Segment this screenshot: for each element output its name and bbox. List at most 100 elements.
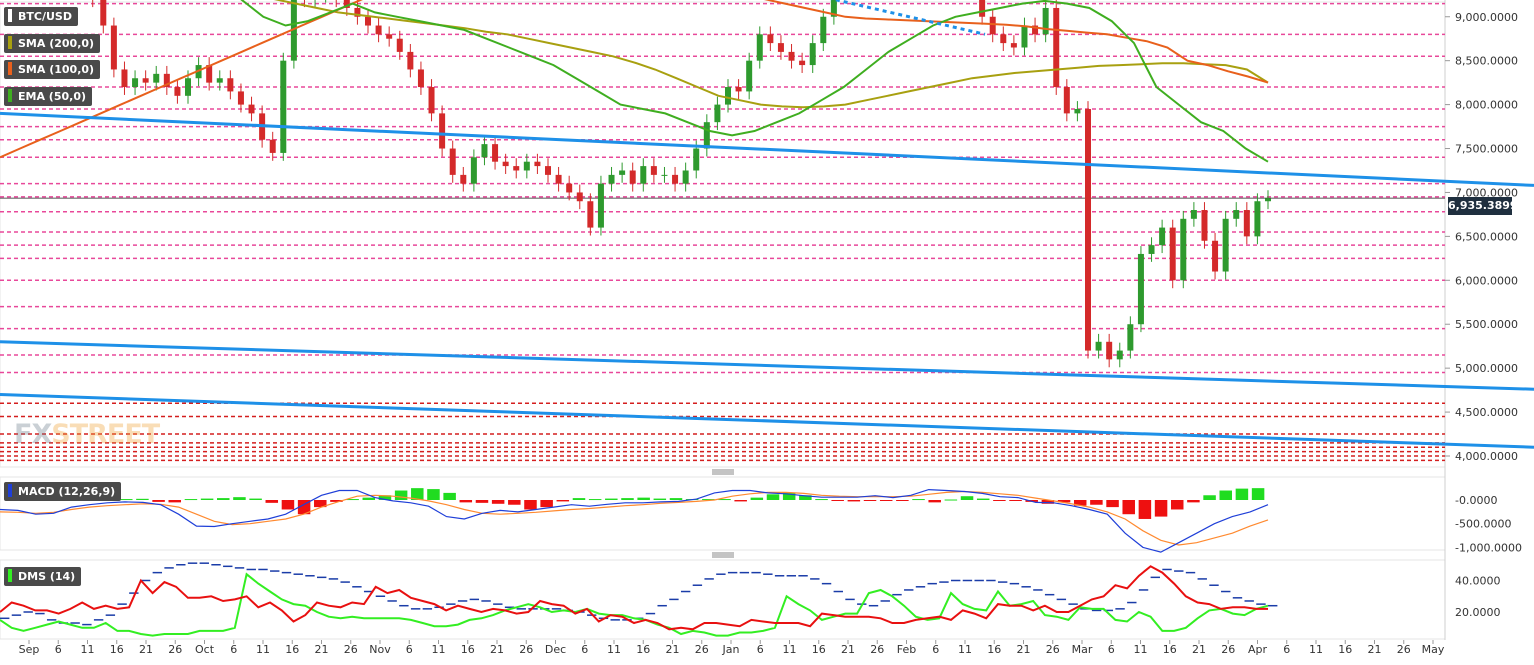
- price-axis-label: 7,000.0000: [1455, 186, 1518, 199]
- macd-axis-label: -1,000.0000: [1455, 541, 1522, 554]
- candle-down: [375, 25, 382, 35]
- symbol-label[interactable]: BTC/USD: [4, 7, 78, 26]
- time-axis-label: 6: [1283, 643, 1290, 656]
- macd-histogram-bar: [1041, 500, 1055, 504]
- time-axis-label: 6: [55, 643, 62, 656]
- candle-down: [629, 170, 636, 184]
- time-axis-label: 16: [461, 643, 475, 656]
- macd-histogram-bar: [508, 500, 521, 505]
- candle-down: [460, 174, 467, 184]
- candle-up: [280, 60, 287, 153]
- time-axis-label: Sep: [19, 643, 40, 656]
- time-axis-label: 26: [344, 643, 358, 656]
- time-axis-label: 26: [1221, 643, 1235, 656]
- sma-100-label[interactable]: SMA (100,0): [4, 60, 101, 79]
- candle-down: [121, 69, 128, 88]
- macd-label[interactable]: MACD (12,26,9): [4, 482, 122, 501]
- macd-histogram-bar: [621, 498, 634, 500]
- candle-up: [608, 174, 615, 184]
- candle-down: [513, 166, 520, 171]
- macd-histogram-bar: [378, 495, 392, 500]
- time-axis-label: 11: [958, 643, 972, 656]
- candle-down: [174, 87, 181, 96]
- candle-down: [545, 166, 551, 175]
- candle-down: [110, 25, 117, 70]
- dashed-trend-line: [830, 0, 986, 36]
- macd-histogram-bar: [168, 500, 182, 503]
- time-axis-label: 16: [987, 643, 1001, 656]
- macd-histogram-bar: [734, 500, 747, 502]
- candle-up: [640, 166, 647, 184]
- candle-down: [142, 78, 149, 83]
- candle-down: [1063, 87, 1070, 114]
- candle-up: [830, 0, 837, 17]
- candle-up: [523, 161, 530, 171]
- macd-histogram-bar: [1122, 500, 1135, 515]
- macd-histogram-bar: [879, 500, 893, 501]
- candle-up: [703, 122, 710, 149]
- time-axis-label: 26: [168, 643, 182, 656]
- macd-histogram-bar: [314, 500, 327, 508]
- macd-histogram-bar: [330, 500, 343, 502]
- candle-down: [1201, 210, 1208, 241]
- macd-histogram-bar: [960, 496, 974, 500]
- candle-down: [799, 60, 806, 66]
- candle-up: [597, 183, 604, 228]
- candle-up: [809, 43, 816, 66]
- candle-down: [777, 43, 784, 52]
- macd-histogram-bar: [605, 498, 618, 500]
- macd-histogram-bar: [912, 499, 925, 501]
- time-axis-label: 26: [695, 643, 709, 656]
- macd-histogram-bar: [152, 500, 165, 502]
- macd-histogram-bar: [799, 495, 812, 500]
- candle-down: [449, 148, 456, 175]
- candle-up: [1127, 324, 1134, 351]
- macd-histogram-bar: [443, 492, 456, 500]
- price-axis-label: 8,500.0000: [1455, 55, 1518, 68]
- candle-down: [555, 174, 562, 184]
- candle-down: [269, 139, 276, 153]
- time-axis-label: 21: [1368, 643, 1382, 656]
- time-axis-label: Dec: [545, 643, 566, 656]
- macd-histogram-bar: [394, 490, 408, 500]
- ema-50-label[interactable]: EMA (50,0): [4, 87, 92, 106]
- time-axis-label: 16: [1163, 643, 1177, 656]
- candle-up: [820, 16, 827, 44]
- macd-histogram-bar: [782, 492, 796, 500]
- candle-down: [237, 91, 244, 105]
- price-axis-label: 6,000.0000: [1455, 274, 1518, 287]
- candle-down: [566, 183, 573, 193]
- macd-histogram-bar: [297, 500, 311, 515]
- time-axis-label: May: [1422, 643, 1445, 656]
- candle-up: [1159, 227, 1166, 246]
- price-axis-label: 5,000.0000: [1455, 362, 1518, 375]
- time-axis-label: 26: [1046, 643, 1060, 656]
- macd-histogram-bar: [1219, 490, 1232, 500]
- candle-down: [428, 87, 435, 114]
- candle-down: [1169, 227, 1176, 281]
- macd-histogram-bar: [718, 499, 731, 501]
- macd-histogram-bar: [362, 497, 376, 500]
- dms-label[interactable]: DMS (14): [4, 567, 82, 586]
- macd-histogram-bar: [572, 498, 586, 500]
- macd-histogram-bar: [653, 498, 667, 500]
- sma-200-label[interactable]: SMA (200,0): [4, 34, 101, 53]
- candle-up: [153, 73, 160, 83]
- candle-down: [1085, 108, 1091, 351]
- candle-up: [290, 0, 297, 61]
- candle-down: [407, 51, 414, 70]
- last-price-tag: 6,935.3899: [1448, 197, 1518, 215]
- time-axis-label: 21: [1192, 643, 1206, 656]
- price-axis-label: 4,000.0000: [1455, 450, 1518, 463]
- candle-up: [481, 144, 488, 158]
- trend-line: [0, 393, 1534, 449]
- candle-down: [735, 87, 742, 92]
- dmi-plus-line: [0, 572, 1269, 637]
- macd-histogram-bar: [944, 499, 958, 501]
- candle-up: [756, 34, 763, 61]
- candle-up: [216, 78, 223, 83]
- time-axis-label: 11: [81, 643, 95, 656]
- time-axis-label: 16: [110, 643, 124, 656]
- time-axis-label: Apr: [1248, 643, 1268, 656]
